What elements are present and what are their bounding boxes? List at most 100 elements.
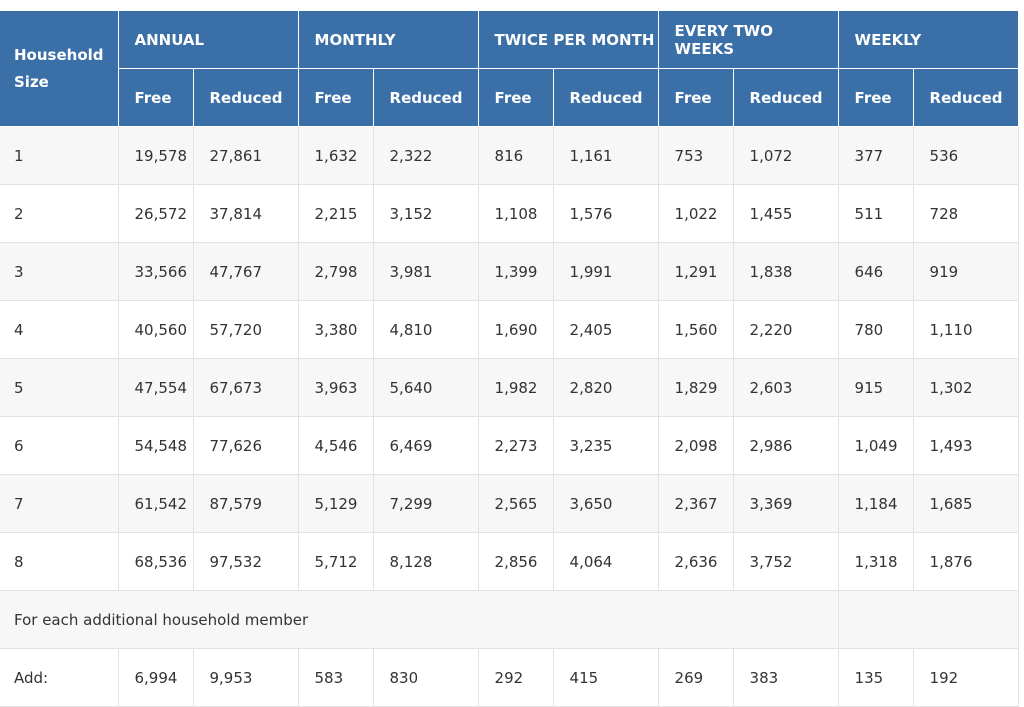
annual-reduced-cell: 57,720 bbox=[192, 300, 299, 359]
additional-weekly-free-cell: 135 bbox=[837, 648, 914, 707]
annual-reduced-cell: 97,532 bbox=[192, 532, 299, 591]
every-two-weeks-reduced-cell: 2,603 bbox=[732, 358, 839, 417]
monthly-reduced-cell: 6,469 bbox=[372, 416, 479, 475]
weekly-reduced-cell: 536 bbox=[912, 126, 1019, 185]
twice-per-month-free-cell: 1,982 bbox=[477, 358, 554, 417]
monthly-free-header: Free bbox=[297, 68, 374, 127]
annual-free-cell: 68,536 bbox=[117, 532, 194, 591]
every-two-weeks-free-cell: 1,291 bbox=[657, 242, 734, 301]
table-row: 5 47,554 67,673 3,963 5,640 1,982 2,820 1,829 2,… bbox=[0, 358, 1019, 417]
additional-annual-reduced-cell: 9,953 bbox=[192, 648, 299, 707]
annual-free-cell: 26,572 bbox=[117, 184, 194, 243]
twice-per-month-free-cell: 816 bbox=[477, 126, 554, 185]
annual-reduced-cell: 27,861 bbox=[192, 126, 299, 185]
table-header: Household Size ANNUAL MONTHLY TWICE PER … bbox=[0, 10, 1019, 127]
annual-free-cell: 33,566 bbox=[117, 242, 194, 301]
every-two-weeks-reduced-cell: 3,369 bbox=[732, 474, 839, 533]
every-two-weeks-free-cell: 1,560 bbox=[657, 300, 734, 359]
twice-per-month-reduced-cell: 3,235 bbox=[552, 416, 659, 475]
household-size-cell: 7 bbox=[0, 474, 119, 533]
monthly-header: MONTHLY bbox=[297, 10, 479, 69]
weekly-free-cell: 1,184 bbox=[837, 474, 914, 533]
monthly-free-cell: 2,798 bbox=[297, 242, 374, 301]
every-two-weeks-free-cell: 2,636 bbox=[657, 532, 734, 591]
weekly-free-cell: 1,049 bbox=[837, 416, 914, 475]
twice-per-month-reduced-cell: 1,991 bbox=[552, 242, 659, 301]
twice-per-month-free-cell: 2,856 bbox=[477, 532, 554, 591]
monthly-reduced-cell: 2,322 bbox=[372, 126, 479, 185]
household-size-header: Household Size bbox=[0, 10, 119, 127]
annual-free-cell: 40,560 bbox=[117, 300, 194, 359]
household-size-cell: 1 bbox=[0, 126, 119, 185]
weekly-free-cell: 780 bbox=[837, 300, 914, 359]
household-size-cell: 2 bbox=[0, 184, 119, 243]
table-row: 3 33,566 47,767 2,798 3,981 1,399 1,991 1,291 1,… bbox=[0, 242, 1019, 301]
monthly-reduced-cell: 8,128 bbox=[372, 532, 479, 591]
weekly-header: WEEKLY bbox=[837, 10, 1019, 69]
monthly-free-cell: 5,712 bbox=[297, 532, 374, 591]
monthly-free-cell: 3,963 bbox=[297, 358, 374, 417]
every-two-weeks-reduced-cell: 1,838 bbox=[732, 242, 839, 301]
empty-cell bbox=[837, 590, 1019, 649]
weekly-free-header: Free bbox=[837, 68, 914, 127]
annual-reduced-header: Reduced bbox=[192, 68, 299, 127]
annual-reduced-cell: 47,767 bbox=[192, 242, 299, 301]
table-row: 1 19,578 27,861 1,632 2,322 816 1,161 753 1,072 3… bbox=[0, 126, 1019, 185]
table-row: 2 26,572 37,814 2,215 3,152 1,108 1,576 1,022 1,… bbox=[0, 184, 1019, 243]
weekly-reduced-header: Reduced bbox=[912, 68, 1019, 127]
every-two-weeks-free-cell: 2,098 bbox=[657, 416, 734, 475]
every-two-weeks-free-cell: 753 bbox=[657, 126, 734, 185]
every-two-weeks-reduced-cell: 1,072 bbox=[732, 126, 839, 185]
twice-per-month-free-cell: 2,273 bbox=[477, 416, 554, 475]
table-row: 6 54,548 77,626 4,546 6,469 2,273 3,235 2,098 2,… bbox=[0, 416, 1019, 475]
annual-reduced-cell: 77,626 bbox=[192, 416, 299, 475]
monthly-reduced-cell: 3,981 bbox=[372, 242, 479, 301]
monthly-free-cell: 1,632 bbox=[297, 126, 374, 185]
annual-reduced-cell: 37,814 bbox=[192, 184, 299, 243]
table-row: 7 61,542 87,579 5,129 7,299 2,565 3,650 2,367 3,… bbox=[0, 474, 1019, 533]
annual-free-cell: 61,542 bbox=[117, 474, 194, 533]
annual-reduced-cell: 67,673 bbox=[192, 358, 299, 417]
twice-per-month-reduced-cell: 2,405 bbox=[552, 300, 659, 359]
weekly-free-cell: 646 bbox=[837, 242, 914, 301]
every-two-weeks-free-cell: 2,367 bbox=[657, 474, 734, 533]
weekly-reduced-cell: 1,110 bbox=[912, 300, 1019, 359]
every-two-weeks-free-cell: 1,022 bbox=[657, 184, 734, 243]
every-two-weeks-header: EVERY TWO WEEKS bbox=[657, 10, 839, 69]
weekly-free-cell: 1,318 bbox=[837, 532, 914, 591]
every-two-weeks-reduced-cell: 1,455 bbox=[732, 184, 839, 243]
monthly-reduced-cell: 7,299 bbox=[372, 474, 479, 533]
twice-per-month-free-cell: 2,565 bbox=[477, 474, 554, 533]
additional-twice-per-month-free-cell: 292 bbox=[477, 648, 554, 707]
additional-monthly-reduced-cell: 830 bbox=[372, 648, 479, 707]
twice-per-month-reduced-cell: 2,820 bbox=[552, 358, 659, 417]
additional-twice-per-month-reduced-cell: 415 bbox=[552, 648, 659, 707]
twice-per-month-free-cell: 1,399 bbox=[477, 242, 554, 301]
monthly-free-cell: 4,546 bbox=[297, 416, 374, 475]
twice-per-month-free-cell: 1,108 bbox=[477, 184, 554, 243]
additional-member-note-row: For each additional household member bbox=[0, 590, 1019, 649]
monthly-free-cell: 5,129 bbox=[297, 474, 374, 533]
monthly-reduced-cell: 5,640 bbox=[372, 358, 479, 417]
annual-header: ANNUAL bbox=[117, 10, 299, 69]
additional-weekly-reduced-cell: 192 bbox=[912, 648, 1019, 707]
add-label: Add: bbox=[0, 648, 119, 707]
weekly-reduced-cell: 728 bbox=[912, 184, 1019, 243]
additional-every-two-weeks-reduced-cell: 383 bbox=[732, 648, 839, 707]
table-body: 1 19,578 27,861 1,632 2,322 816 1,161 753 1,072 3… bbox=[0, 126, 1019, 707]
additional-member-note: For each additional household member bbox=[0, 590, 839, 649]
weekly-reduced-cell: 1,685 bbox=[912, 474, 1019, 533]
twice-per-month-free-header: Free bbox=[477, 68, 554, 127]
additional-annual-free-cell: 6,994 bbox=[117, 648, 194, 707]
household-size-cell: 6 bbox=[0, 416, 119, 475]
annual-free-cell: 19,578 bbox=[117, 126, 194, 185]
twice-per-month-reduced-cell: 3,650 bbox=[552, 474, 659, 533]
weekly-free-cell: 915 bbox=[837, 358, 914, 417]
twice-per-month-free-cell: 1,690 bbox=[477, 300, 554, 359]
monthly-reduced-cell: 4,810 bbox=[372, 300, 479, 359]
weekly-reduced-cell: 919 bbox=[912, 242, 1019, 301]
annual-free-cell: 54,548 bbox=[117, 416, 194, 475]
every-two-weeks-free-header: Free bbox=[657, 68, 734, 127]
weekly-reduced-cell: 1,302 bbox=[912, 358, 1019, 417]
twice-per-month-reduced-cell: 1,576 bbox=[552, 184, 659, 243]
